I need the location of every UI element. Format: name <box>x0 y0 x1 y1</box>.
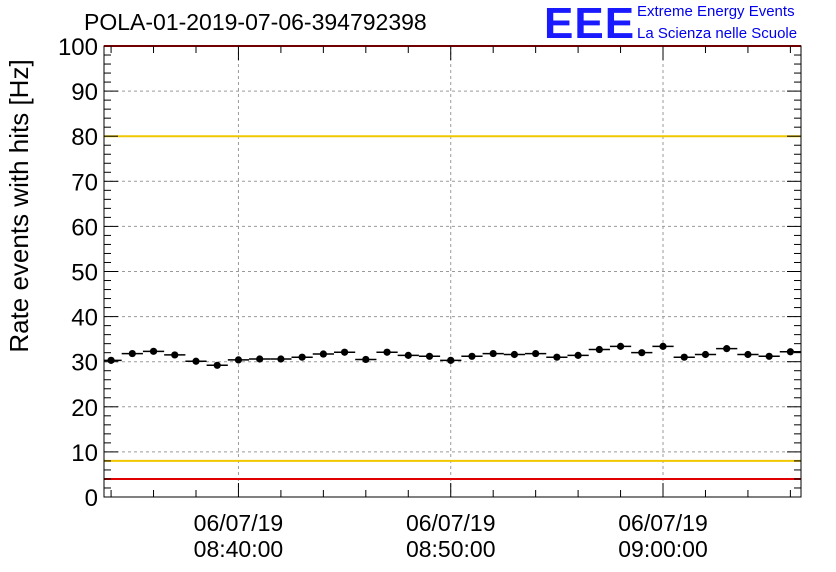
y-tick-label: 0 <box>85 485 98 512</box>
data-point <box>192 357 200 365</box>
data-point <box>786 348 794 356</box>
x-tick-date: 06/07/19 <box>194 510 284 536</box>
axis-ticks <box>104 45 801 498</box>
reference-lines <box>104 45 801 480</box>
data-point <box>340 348 349 356</box>
data-point <box>425 352 434 360</box>
data-point <box>128 349 136 358</box>
logo-line-1: Extreme Energy Events <box>637 3 795 20</box>
data-point <box>701 350 710 359</box>
data-point <box>638 349 646 357</box>
data-point <box>383 348 391 356</box>
data-point <box>213 361 221 369</box>
logo-line-2: La Scienza nelle Scuole <box>637 25 798 42</box>
data-points <box>104 342 801 369</box>
grid-lines <box>104 46 801 497</box>
y-tick-label: 90 <box>71 79 98 106</box>
data-point <box>107 356 115 364</box>
y-tick-label: 80 <box>71 124 98 151</box>
chart-title: POLA-01-2019-07-06-394792398 <box>84 9 427 35</box>
data-point <box>256 355 264 363</box>
data-point <box>680 353 688 361</box>
y-tick-label: 40 <box>71 305 98 332</box>
x-tick-time: 08:50:00 <box>406 536 496 562</box>
data-point <box>277 355 285 363</box>
x-tick-date: 06/07/19 <box>618 510 708 536</box>
data-point <box>723 345 731 353</box>
data-point <box>659 342 667 350</box>
x-tick-time: 09:00:00 <box>618 536 708 562</box>
data-point <box>298 353 306 361</box>
data-point <box>149 347 158 355</box>
x-tick-date: 06/07/19 <box>406 510 496 536</box>
data-point <box>574 351 582 359</box>
data-point <box>595 345 603 354</box>
data-point <box>532 349 540 358</box>
data-point <box>468 352 476 360</box>
data-point <box>510 350 519 359</box>
x-tick-labels: 06/07/1908:40:0006/07/1908:50:0006/07/19… <box>194 510 708 562</box>
y-tick-label: 60 <box>71 214 98 241</box>
data-point <box>616 342 625 350</box>
y-tick-label: 70 <box>71 169 98 196</box>
x-tick-time: 08:40:00 <box>194 536 284 562</box>
y-tick-label: 100 <box>58 34 98 61</box>
data-point <box>362 355 370 364</box>
y-tick-label: 50 <box>71 260 98 287</box>
y-tick-label: 20 <box>71 395 98 422</box>
data-point <box>447 356 455 364</box>
data-point <box>234 356 243 364</box>
y-tick-labels: 0 10 20 30 40 50 60 70 80 90 100 <box>58 34 98 512</box>
data-point <box>171 351 179 359</box>
data-point <box>553 353 561 361</box>
data-point <box>744 350 752 359</box>
y-tick-label: 10 <box>71 440 98 467</box>
eee-logo: EEE <box>544 0 636 48</box>
y-tick-label: 30 <box>71 350 98 377</box>
data-point <box>765 352 773 360</box>
data-point <box>319 350 327 358</box>
data-point <box>489 349 497 358</box>
y-axis-title: Rate events with hits [Hz] <box>4 59 34 352</box>
data-point <box>404 351 412 359</box>
